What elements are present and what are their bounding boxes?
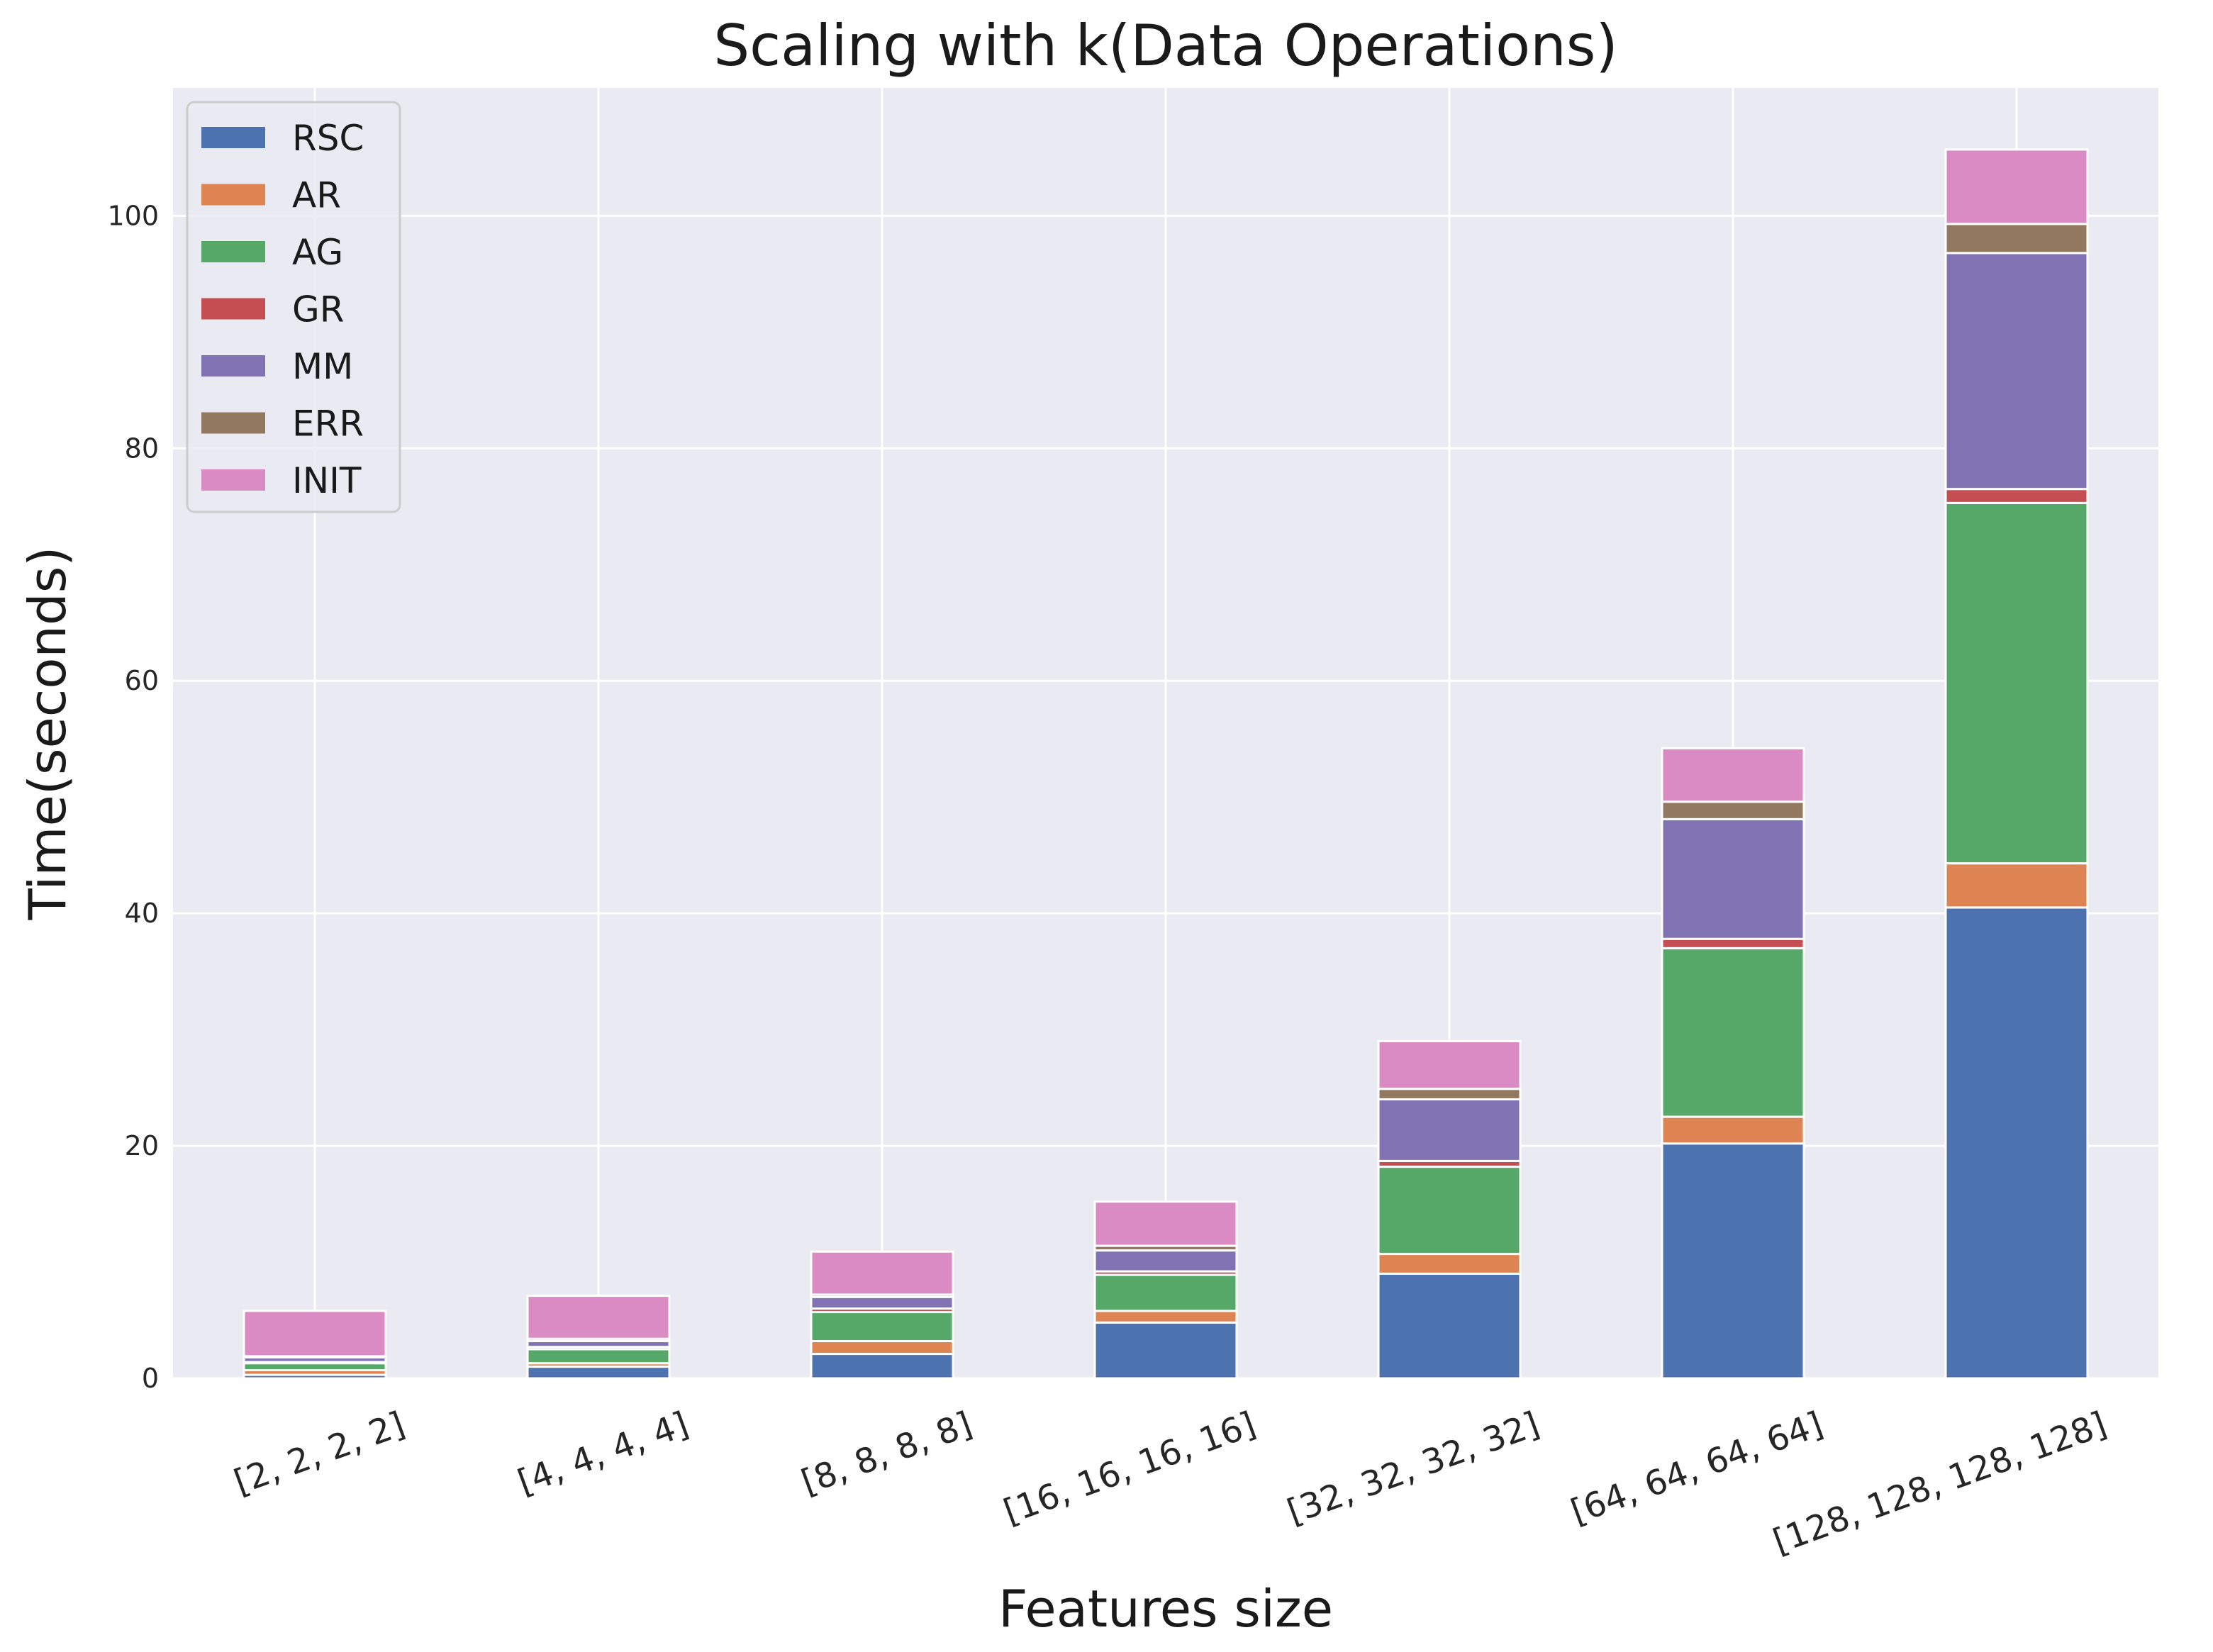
legend-label-ag: AG xyxy=(292,232,343,273)
y-ticks: 0 20 40 60 80 100 xyxy=(107,200,159,1394)
legend-swatch-mm xyxy=(201,355,265,376)
y-tick-label: 20 xyxy=(125,1130,159,1161)
legend-swatch-ar xyxy=(201,184,265,206)
x-tick-label: [8, 8, 8, 8] xyxy=(796,1405,977,1503)
bar-segment-ag xyxy=(1377,1166,1522,1256)
bar-segment-init xyxy=(243,1310,387,1358)
legend-label-ar: AR xyxy=(292,175,341,216)
bar-segment-err xyxy=(1944,223,2089,255)
bar-segment-rsc xyxy=(1944,906,2089,1380)
legend: RSC AR AG GR MM ERR INIT xyxy=(186,101,401,513)
x-ticks: [2, 2, 2, 2] [4, 4, 4, 4] [8, 8, 8, 8] [16,… xyxy=(229,1405,2112,1562)
bar-segment-init xyxy=(810,1250,954,1296)
legend-swatch-err xyxy=(201,412,265,434)
bar-segment-ar xyxy=(1944,862,2089,909)
bar-segment-ag xyxy=(1093,1273,1238,1312)
bar-segment-err xyxy=(1661,800,1805,820)
legend-label-gr: GR xyxy=(292,289,345,330)
bar-segment-err xyxy=(1377,1088,1522,1100)
chart-title: Scaling with k(Data Operations) xyxy=(713,13,1617,79)
legend-label-mm: MM xyxy=(292,346,353,387)
bar-segment-mm xyxy=(1661,817,1805,940)
legend-label-rsc: RSC xyxy=(292,118,364,159)
bar-segment-init xyxy=(1944,148,2089,225)
bar-segment-init xyxy=(526,1295,671,1340)
x-tick-label: [2, 2, 2, 2] xyxy=(229,1405,410,1503)
bars xyxy=(243,148,2089,1380)
y-tick-label: 80 xyxy=(125,432,159,464)
bar-segment-mm xyxy=(1377,1098,1522,1162)
legend-swatch-init xyxy=(201,469,265,491)
bar-segment-ar xyxy=(1377,1253,1522,1275)
x-tick-label: [32, 32, 32, 32] xyxy=(1282,1405,1544,1532)
bar-segment-rsc xyxy=(1377,1272,1522,1380)
y-axis-title: Time(seconds) xyxy=(18,547,77,921)
bar-segment-ar xyxy=(810,1340,954,1356)
bar-segment-init xyxy=(1661,747,1805,803)
bar-segment-gr xyxy=(1661,937,1805,949)
bar-segment-mm xyxy=(1944,252,2089,491)
x-axis-title: Features size xyxy=(998,1579,1333,1639)
bar-segment-ag xyxy=(1944,501,2089,865)
x-tick-label: [16, 16, 16, 16] xyxy=(998,1405,1261,1532)
bar-segment-rsc xyxy=(526,1366,671,1380)
bar-segment-rsc xyxy=(810,1353,954,1380)
legend-swatch-gr xyxy=(201,298,265,320)
x-tick-label: [4, 4, 4, 4] xyxy=(513,1405,693,1503)
bar-segment-init xyxy=(1377,1040,1522,1090)
bar-segment-rsc xyxy=(1661,1142,1805,1380)
bar-segment-ar xyxy=(1661,1115,1805,1145)
bar-segment-ar xyxy=(1093,1310,1238,1324)
legend-label-init: INIT xyxy=(292,460,362,501)
legend-label-err: ERR xyxy=(292,403,364,445)
bar-segment-mm xyxy=(1093,1249,1238,1273)
y-tick-label: 100 xyxy=(107,200,159,231)
x-tick-label: [64, 64, 64, 64] xyxy=(1566,1405,1828,1532)
y-tick-label: 0 xyxy=(142,1363,159,1394)
bar-segment-ag xyxy=(1661,947,1805,1118)
bar-segment-mm xyxy=(810,1295,954,1310)
bar-segment-init xyxy=(1093,1200,1238,1247)
bar-segment-ag xyxy=(526,1348,671,1365)
y-tick-label: 40 xyxy=(125,898,159,929)
legend-swatch-ag xyxy=(201,241,265,262)
y-tick-label: 60 xyxy=(125,665,159,696)
bar-segment-rsc xyxy=(1093,1321,1238,1380)
legend-swatch-rsc xyxy=(201,127,265,148)
bar-segment-ag xyxy=(810,1311,954,1343)
bar-segment-gr xyxy=(1944,488,2089,504)
